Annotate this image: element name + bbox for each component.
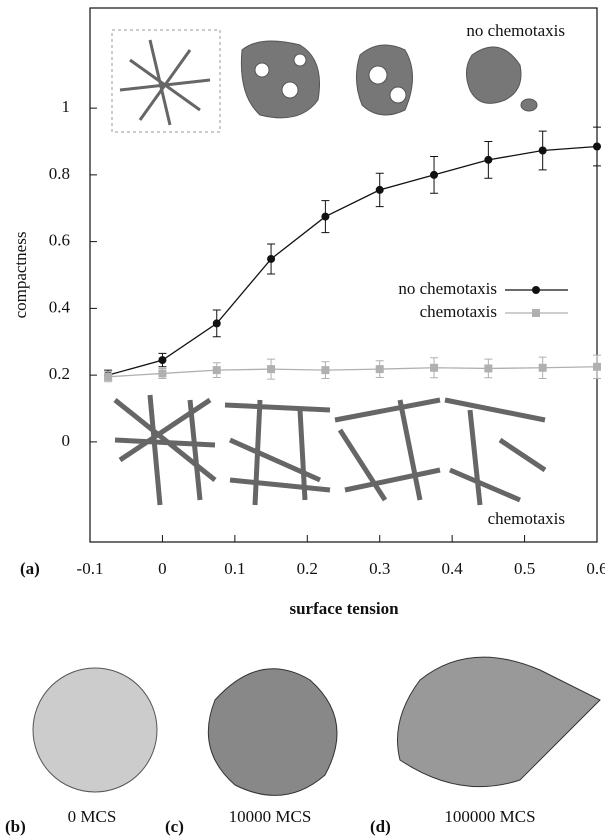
inset-bottom bbox=[115, 395, 545, 505]
point bbox=[267, 365, 275, 373]
point bbox=[321, 366, 329, 374]
point bbox=[539, 147, 547, 155]
inset-top bbox=[112, 30, 537, 132]
y-tick-label: 0.8 bbox=[49, 164, 70, 183]
point bbox=[213, 366, 221, 374]
x-axis-label: surface tension bbox=[289, 599, 399, 618]
point bbox=[593, 143, 601, 151]
annotation: chemotaxis bbox=[488, 509, 565, 528]
x-tick-label: 0.3 bbox=[369, 559, 390, 578]
annotation: no chemotaxis bbox=[466, 21, 565, 40]
x-tick-label: 0.1 bbox=[224, 559, 245, 578]
legend-marker bbox=[532, 309, 540, 317]
x-tick-label: 0.6 bbox=[586, 559, 605, 578]
panel-label: (b) bbox=[5, 817, 26, 836]
y-axis-label: compactness bbox=[11, 232, 30, 319]
panel-label: (d) bbox=[370, 817, 391, 836]
x-tick-label: 0.2 bbox=[297, 559, 318, 578]
point bbox=[539, 364, 547, 372]
y-tick-label: 1 bbox=[62, 97, 71, 116]
x-tick-label: 0.4 bbox=[442, 559, 464, 578]
x-tick-label: -0.1 bbox=[77, 559, 104, 578]
plot-frame bbox=[90, 8, 597, 542]
point bbox=[104, 373, 112, 381]
panel-label: (a) bbox=[20, 559, 40, 578]
point bbox=[267, 255, 275, 263]
x-tick-label: 0 bbox=[158, 559, 167, 578]
caption: 10000 MCS bbox=[229, 807, 312, 826]
point bbox=[321, 213, 329, 221]
panel-d-image bbox=[398, 657, 601, 787]
panel-c-image bbox=[208, 669, 337, 796]
y-tick-label: 0.2 bbox=[49, 364, 70, 383]
x-tick-label: 0.5 bbox=[514, 559, 535, 578]
point bbox=[158, 356, 166, 364]
y-tick-label: 0.6 bbox=[49, 231, 70, 250]
point bbox=[158, 369, 166, 377]
legend-marker bbox=[532, 286, 540, 294]
point bbox=[430, 171, 438, 179]
point bbox=[484, 156, 492, 164]
series-line bbox=[108, 147, 597, 376]
point bbox=[593, 363, 601, 371]
figure: (a) (b) (c) (d) 0 MCS 10000 MCS 100000 M… bbox=[0, 0, 605, 840]
panel-label: (c) bbox=[165, 817, 184, 836]
point bbox=[376, 365, 384, 373]
point bbox=[376, 186, 384, 194]
y-tick-label: 0 bbox=[62, 431, 71, 450]
legend-label: no chemotaxis bbox=[398, 279, 497, 298]
point bbox=[484, 364, 492, 372]
point bbox=[213, 319, 221, 327]
caption: 100000 MCS bbox=[444, 807, 535, 826]
series-line bbox=[108, 367, 597, 377]
caption: 0 MCS bbox=[68, 807, 117, 826]
y-tick-label: 0.4 bbox=[49, 297, 71, 316]
point bbox=[430, 364, 438, 372]
legend-label: chemotaxis bbox=[420, 302, 497, 321]
panel-b-image bbox=[33, 668, 157, 792]
